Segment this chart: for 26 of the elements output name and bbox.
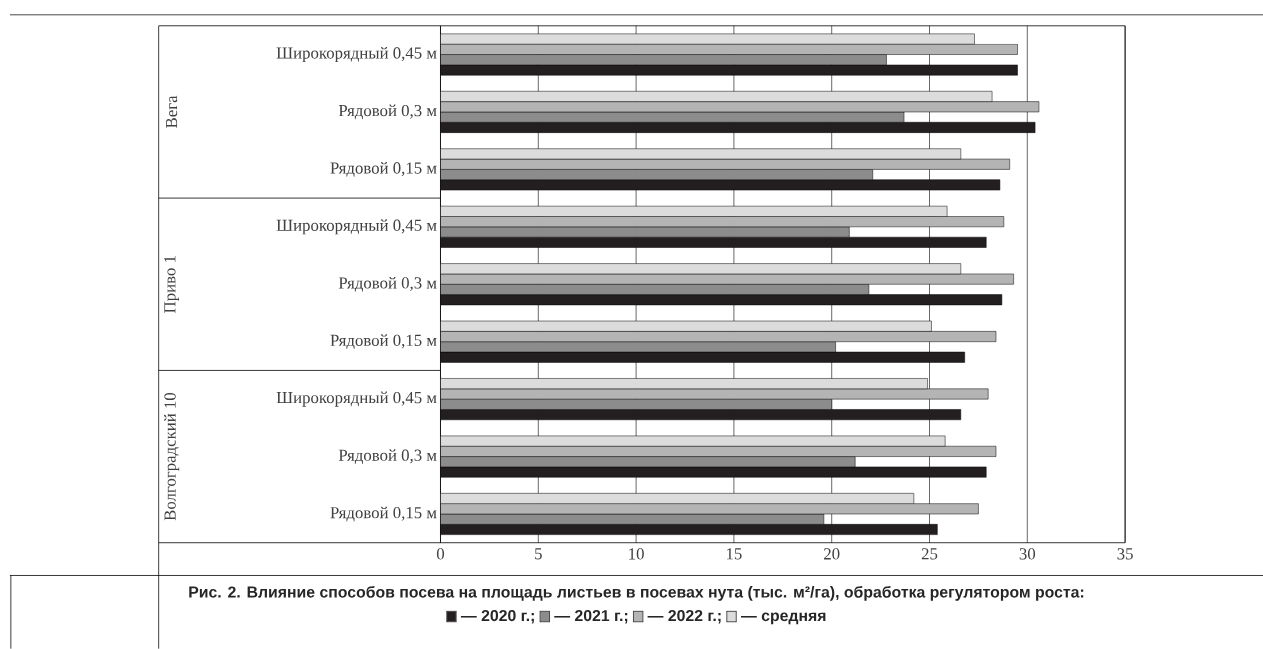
x-tick-label: 0	[436, 548, 445, 560]
y-tick-label: Рядовой 0,3 м	[338, 104, 437, 120]
x-tick-label: 20	[824, 548, 840, 560]
y-tick-label: Широкорядный 0,45 м	[276, 219, 437, 235]
x-tick-label: 10	[629, 548, 644, 560]
legend-label: — 2020 г.;	[460, 610, 534, 624]
y-tick-label: Рядовой 0,3 м	[338, 276, 437, 292]
x-tick-label: 35	[1117, 548, 1133, 560]
x-tick-label: 30	[1019, 548, 1036, 560]
y-tick-label: Рядовой 0,3 м	[338, 449, 437, 465]
legend-label: — 2021 г.;	[554, 610, 628, 624]
y-tick-label: Широкорядный 0,45 м	[276, 391, 437, 407]
legend-label: — средняя	[740, 612, 826, 625]
x-tick-label: 5	[535, 548, 542, 560]
text: Рис. 2. Влияние способов посева на площадь листьев в посевах нута (тыс. м²/га), обработка регулятором роста:	[189, 585, 1084, 601]
bar	[440, 33, 975, 45]
x-tick-label: 15	[726, 548, 742, 560]
text: Вега	[166, 95, 178, 129]
y-tick-label: Рядовой 0,15 м	[330, 334, 437, 350]
y-tick-label: Рядовой 0,15 м	[330, 506, 437, 522]
text: Волгоградский 10	[164, 393, 180, 521]
legend-label: — 2022 г.;	[647, 610, 721, 624]
x-tick-label: 25	[921, 548, 938, 560]
text: Приво 1	[164, 256, 179, 314]
y-tick-label: Рядовой 0,15 м	[330, 162, 437, 177]
y-tick-label: Широкорядный 0,45 м	[276, 47, 437, 63]
